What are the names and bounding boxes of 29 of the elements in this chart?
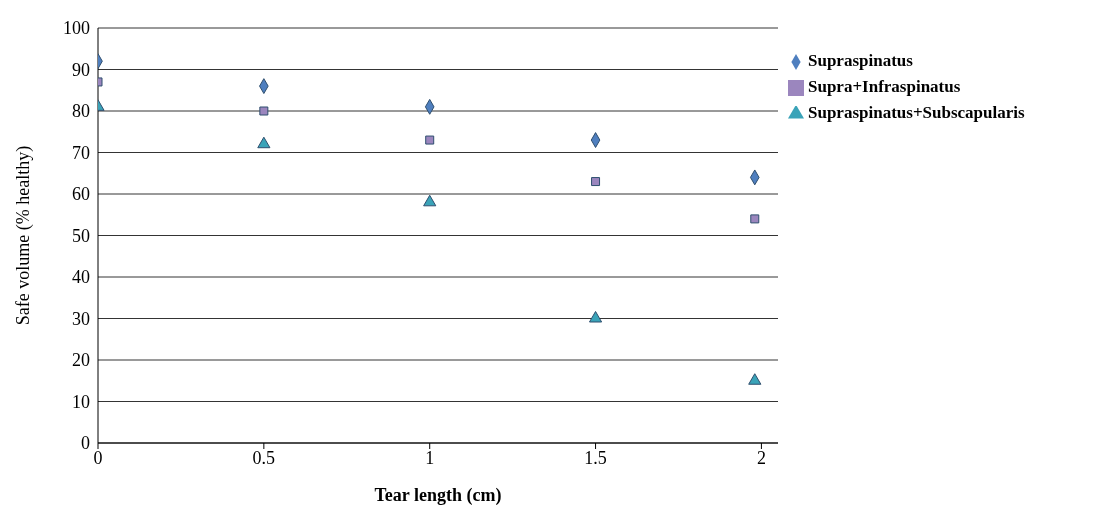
- y-tick-label: 70: [72, 142, 90, 163]
- x-tick-label: 2: [756, 447, 766, 468]
- y-tick-label: 90: [72, 59, 90, 80]
- legend-label: Supraspinatus+Subscapularis: [808, 103, 1025, 122]
- point: [425, 135, 435, 145]
- y-tick-label: 0: [81, 433, 90, 454]
- y-tick-label: 20: [72, 350, 90, 371]
- point: [257, 136, 271, 149]
- point: [259, 106, 269, 116]
- point: [748, 373, 762, 385]
- y-tick-label: 40: [72, 267, 90, 288]
- y-tick-label: 80: [72, 101, 90, 122]
- y-tick-label: 60: [72, 184, 90, 205]
- x-tick-label: 0: [93, 447, 103, 468]
- point: [423, 194, 437, 207]
- legend-label: Supra+Infraspinatus: [808, 77, 961, 96]
- x-axis-title: Tear length (cm): [374, 485, 502, 506]
- x-tick-label: 1.5: [584, 447, 607, 468]
- y-tick-label: 30: [72, 308, 90, 329]
- y-axis-title: Safe volume (% healthy): [13, 145, 35, 326]
- legend-label: Supraspinatus: [808, 51, 913, 70]
- point: [750, 214, 760, 224]
- y-tick-label: 50: [72, 225, 90, 246]
- x-tick-label: 1: [425, 447, 435, 468]
- x-tick-label: 0.5: [252, 447, 276, 468]
- point: [591, 177, 601, 187]
- y-tick-label: 100: [63, 18, 90, 39]
- point: [588, 310, 603, 323]
- y-tick-label: 10: [72, 391, 90, 412]
